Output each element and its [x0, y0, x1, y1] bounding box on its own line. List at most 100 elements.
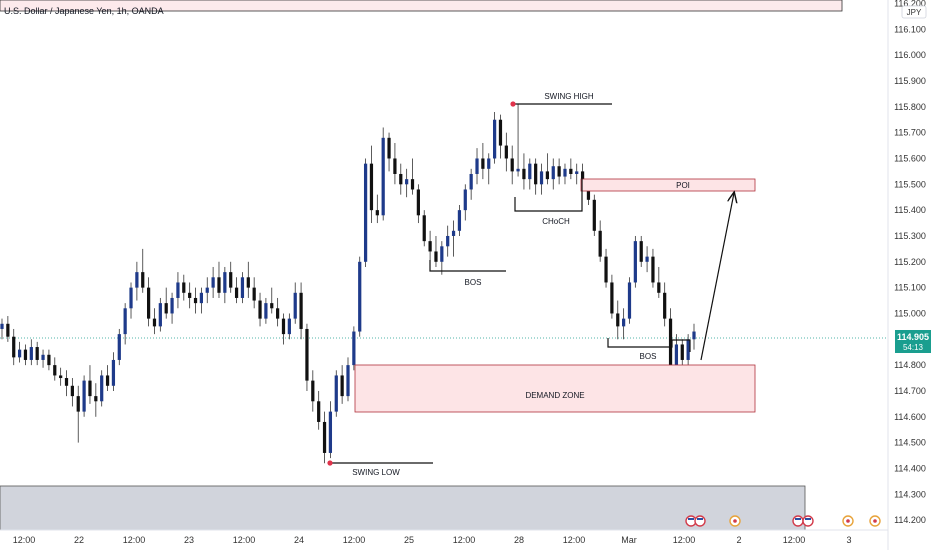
- candle-body-down: [317, 401, 321, 422]
- us-flag-event-icon-2[interactable]: [694, 515, 706, 527]
- candle-body-down: [657, 282, 661, 293]
- candle: [234, 277, 239, 304]
- y-tick-label: 116.100: [894, 24, 926, 34]
- candle: [322, 411, 327, 464]
- currency-badge[interactable]: [901, 5, 927, 19]
- candle-body-down: [6, 323, 10, 337]
- candle-body-down: [680, 344, 684, 360]
- bos-label-1: BOS: [465, 278, 482, 287]
- candle: [352, 326, 356, 371]
- candle: [334, 370, 338, 417]
- candle: [592, 194, 596, 236]
- candle-body-up: [440, 246, 444, 262]
- candle-body-down: [416, 189, 420, 216]
- candle-body-up: [0, 323, 4, 329]
- bos-label-2: BOS: [640, 352, 657, 361]
- candle-body-up: [692, 331, 696, 340]
- candle-body-down: [12, 336, 16, 358]
- us-flag-event-icon-3[interactable]: [792, 515, 804, 527]
- candle: [135, 261, 139, 301]
- x-tick-label: Mar: [621, 535, 637, 545]
- candle-body-down: [598, 230, 602, 257]
- candle-body-up: [170, 297, 174, 314]
- x-tick-label: 3: [846, 535, 851, 545]
- x-tick-label: 28: [514, 535, 524, 545]
- candle: [381, 127, 385, 221]
- candle-body-down: [141, 272, 145, 288]
- us-flag-event-icon-4[interactable]: [802, 515, 814, 527]
- candle-body-down: [217, 277, 221, 293]
- candle-body-up: [135, 272, 139, 288]
- candles: [0, 104, 696, 464]
- candle-body-down: [276, 308, 280, 319]
- candle: [557, 158, 561, 185]
- candle: [504, 132, 508, 172]
- candle-body-down: [580, 171, 585, 185]
- candle-body-down: [35, 347, 39, 360]
- candle: [47, 349, 51, 371]
- x-tick-label: 2: [736, 535, 741, 545]
- candle-body-down: [252, 287, 256, 301]
- candle-body-up: [563, 168, 567, 177]
- candle-body-down: [88, 380, 92, 397]
- candle-body-down: [639, 241, 643, 262]
- candle-body-up: [17, 349, 22, 358]
- candle-body-down: [522, 168, 526, 180]
- currency-badge-label: JPY: [907, 8, 922, 17]
- candle: [328, 401, 333, 459]
- candle-body-down: [234, 287, 239, 298]
- candle-body-down: [188, 292, 192, 298]
- candle-body-down: [545, 171, 550, 180]
- candle: [657, 266, 661, 298]
- bos-line-1: [429, 260, 506, 272]
- candle-body-down: [387, 137, 391, 159]
- candle: [17, 341, 22, 363]
- candle: [651, 248, 655, 288]
- candle: [487, 153, 491, 185]
- x-tick-label: 12:00: [783, 535, 806, 545]
- demand-zone-label: DEMAND ZONE: [525, 391, 584, 400]
- candle-body-down: [410, 179, 415, 190]
- candle: [393, 142, 397, 185]
- candle-body-up: [223, 272, 227, 293]
- candle: [223, 266, 227, 304]
- candle-body-down: [322, 421, 327, 453]
- candle-body-down: [270, 303, 274, 309]
- candle: [516, 104, 520, 177]
- event-icons[interactable]: [685, 515, 881, 527]
- candle-body-down: [70, 385, 74, 397]
- candle-body-up: [240, 277, 245, 298]
- candle-body-up: [287, 318, 291, 335]
- candle-body-up: [463, 189, 467, 211]
- x-tick-label: 23: [184, 535, 194, 545]
- candle: [545, 153, 550, 185]
- candle: [375, 194, 379, 224]
- candle: [510, 145, 514, 185]
- x-tick-label: 12:00: [563, 535, 586, 545]
- candle: [446, 225, 450, 257]
- candle-body-up: [446, 235, 450, 247]
- candle-body-down: [422, 215, 426, 242]
- x-tick-label: 12:00: [233, 535, 256, 545]
- candle: [53, 357, 57, 381]
- candle-body-down: [498, 119, 503, 146]
- candle: [29, 339, 33, 366]
- candle-body-up: [487, 158, 491, 169]
- candle: [59, 367, 63, 386]
- x-tick-label: 24: [294, 535, 304, 545]
- candle-body-up: [334, 375, 338, 412]
- poi-zone-rect[interactable]: [580, 178, 756, 192]
- candle-body-down: [47, 354, 51, 366]
- demand-zone-rect[interactable]: [354, 364, 756, 413]
- candle: [405, 168, 409, 198]
- price-axis[interactable]: [888, 0, 932, 550]
- candle-body-down: [393, 158, 397, 174]
- y-tick-label: 114.500: [894, 438, 926, 448]
- candle-body-up: [158, 303, 162, 327]
- candle: [440, 241, 444, 275]
- candle: [522, 153, 526, 190]
- candle: [199, 287, 204, 314]
- candle: [299, 282, 303, 340]
- y-tick-label: 114.600: [894, 412, 926, 422]
